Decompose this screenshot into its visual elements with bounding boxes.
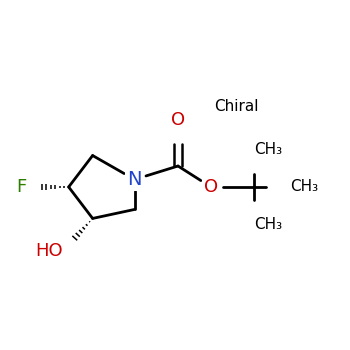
Text: F: F — [16, 178, 27, 196]
Text: HO: HO — [35, 243, 63, 260]
Text: Chiral: Chiral — [214, 99, 259, 114]
Text: O: O — [204, 178, 218, 196]
Text: CH₃: CH₃ — [254, 217, 282, 232]
Text: CH₃: CH₃ — [254, 142, 282, 157]
Text: CH₃: CH₃ — [290, 180, 318, 195]
Text: O: O — [171, 111, 185, 128]
Text: N: N — [127, 170, 142, 189]
